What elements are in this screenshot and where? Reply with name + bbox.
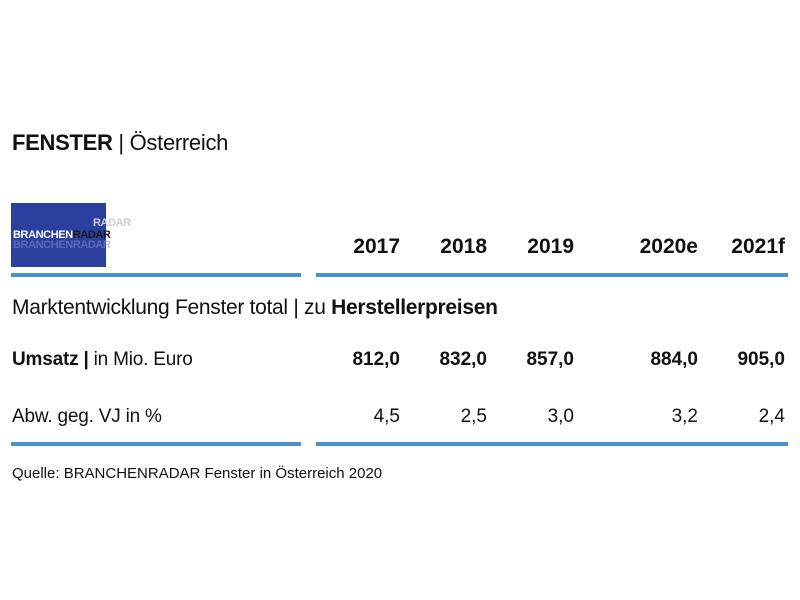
section-heading: Marktentwicklung Fenster total | zu Hers… [12, 296, 498, 320]
year-header-2021f: 2021f [731, 235, 785, 258]
section-heading-normal: Marktentwicklung Fenster total | zu [12, 296, 332, 319]
title-rest: Österreich [129, 130, 229, 155]
page-title: FENSTER | Österreich [12, 130, 228, 156]
umsatz-2019: 857,0 [526, 349, 574, 370]
row-label-abweichung: Abw. geg. VJ in % [12, 406, 162, 427]
logo-text: BRANCHENRADAR [13, 229, 111, 241]
branchenradar-logo: RADAR BRANCHENRADAR BRANCHENRADAR [11, 203, 131, 267]
umsatz-2021f: 905,0 [737, 349, 785, 370]
year-header-2019: 2019 [527, 235, 574, 258]
abw-2021f: 2,4 [758, 406, 785, 427]
year-header-2018: 2018 [440, 235, 487, 258]
section-heading-bold: Herstellerpreisen [331, 296, 498, 319]
source-note: Quelle: BRANCHENRADAR Fenster in Österre… [12, 465, 383, 482]
umsatz-2018: 832,0 [439, 349, 487, 370]
row-label-umsatz: Umsatz | in Mio. Euro [12, 349, 193, 371]
title-separator: | [112, 130, 130, 155]
logo-mirror-text: RADAR [93, 217, 131, 229]
umsatz-2017: 812,0 [352, 349, 400, 370]
abw-2019: 3,0 [547, 406, 574, 427]
header-rule-left [11, 273, 301, 277]
header-rule-right [316, 273, 788, 277]
logo-shadow-text: BRANCHENRADAR [13, 239, 111, 251]
logo-text-b: RADAR [72, 229, 111, 241]
logo-text-a: BRANCHEN [13, 229, 73, 241]
footer-rule-left [11, 442, 301, 446]
umsatz-2020e: 884,0 [650, 349, 698, 370]
footer-rule-right [316, 442, 788, 446]
year-header-2020e: 2020e [639, 235, 698, 258]
abw-2018: 2,5 [460, 406, 487, 427]
row-label-umsatz-bold: Umsatz | [12, 349, 89, 370]
title-bold: FENSTER [12, 130, 113, 155]
year-header-2017: 2017 [353, 235, 400, 258]
abw-2017: 4,5 [373, 406, 400, 427]
abw-2020e: 3,2 [671, 406, 698, 427]
row-label-umsatz-rest: in Mio. Euro [88, 349, 193, 370]
